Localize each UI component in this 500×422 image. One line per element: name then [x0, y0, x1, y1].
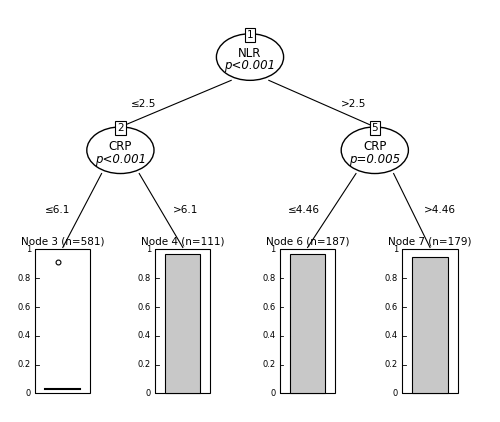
Text: 1: 1 — [246, 30, 254, 40]
Text: 0.4: 0.4 — [385, 331, 398, 340]
Text: 0.4: 0.4 — [138, 331, 151, 340]
Text: 1: 1 — [270, 245, 276, 254]
Text: 0.4: 0.4 — [262, 331, 276, 340]
Text: ≤2.5: ≤2.5 — [131, 99, 156, 108]
Bar — [35, 249, 90, 393]
Bar — [412, 257, 448, 393]
Text: 1: 1 — [393, 245, 398, 254]
Text: 0.6: 0.6 — [138, 303, 151, 311]
Text: 1: 1 — [146, 245, 151, 254]
Text: 1: 1 — [26, 245, 31, 254]
Text: Node 6 (n=187): Node 6 (n=187) — [266, 236, 349, 246]
Text: 0.6: 0.6 — [18, 303, 31, 311]
Text: >2.5: >2.5 — [341, 99, 366, 108]
Text: 0.8: 0.8 — [385, 274, 398, 283]
Text: 0.8: 0.8 — [138, 274, 151, 283]
Text: 0.2: 0.2 — [18, 360, 31, 369]
Text: 0: 0 — [270, 389, 276, 398]
Text: 0.4: 0.4 — [18, 331, 31, 340]
Text: CRP: CRP — [108, 140, 132, 153]
Text: 0.8: 0.8 — [18, 274, 31, 283]
Text: 0.2: 0.2 — [385, 360, 398, 369]
Text: >4.46: >4.46 — [424, 206, 456, 216]
Ellipse shape — [341, 127, 408, 173]
Text: 0.2: 0.2 — [262, 360, 276, 369]
Text: p=0.005: p=0.005 — [349, 153, 401, 166]
Text: 0: 0 — [146, 389, 151, 398]
Bar — [165, 254, 200, 393]
Text: Node 4 (n=111): Node 4 (n=111) — [141, 236, 224, 246]
Text: Node 7 (n=179): Node 7 (n=179) — [388, 236, 472, 246]
Text: 2: 2 — [117, 123, 123, 133]
Text: 0.6: 0.6 — [262, 303, 276, 311]
Text: ≤6.1: ≤6.1 — [45, 206, 70, 216]
Text: 0.2: 0.2 — [138, 360, 151, 369]
Text: >6.1: >6.1 — [173, 206, 199, 216]
Text: 0.6: 0.6 — [385, 303, 398, 311]
Text: 5: 5 — [372, 123, 378, 133]
Bar — [402, 249, 458, 393]
Text: 0.8: 0.8 — [262, 274, 276, 283]
Text: 0: 0 — [393, 389, 398, 398]
Bar — [155, 249, 210, 393]
Ellipse shape — [216, 34, 284, 80]
Text: 0: 0 — [26, 389, 31, 398]
Text: NLR: NLR — [238, 46, 262, 60]
Text: p<0.001: p<0.001 — [224, 60, 276, 73]
Bar — [280, 249, 335, 393]
Ellipse shape — [87, 127, 154, 173]
Text: Node 3 (n=581): Node 3 (n=581) — [21, 236, 104, 246]
Bar — [290, 254, 326, 393]
Text: p<0.001: p<0.001 — [95, 153, 146, 166]
Text: ≤4.46: ≤4.46 — [288, 206, 320, 216]
Text: CRP: CRP — [363, 140, 386, 153]
